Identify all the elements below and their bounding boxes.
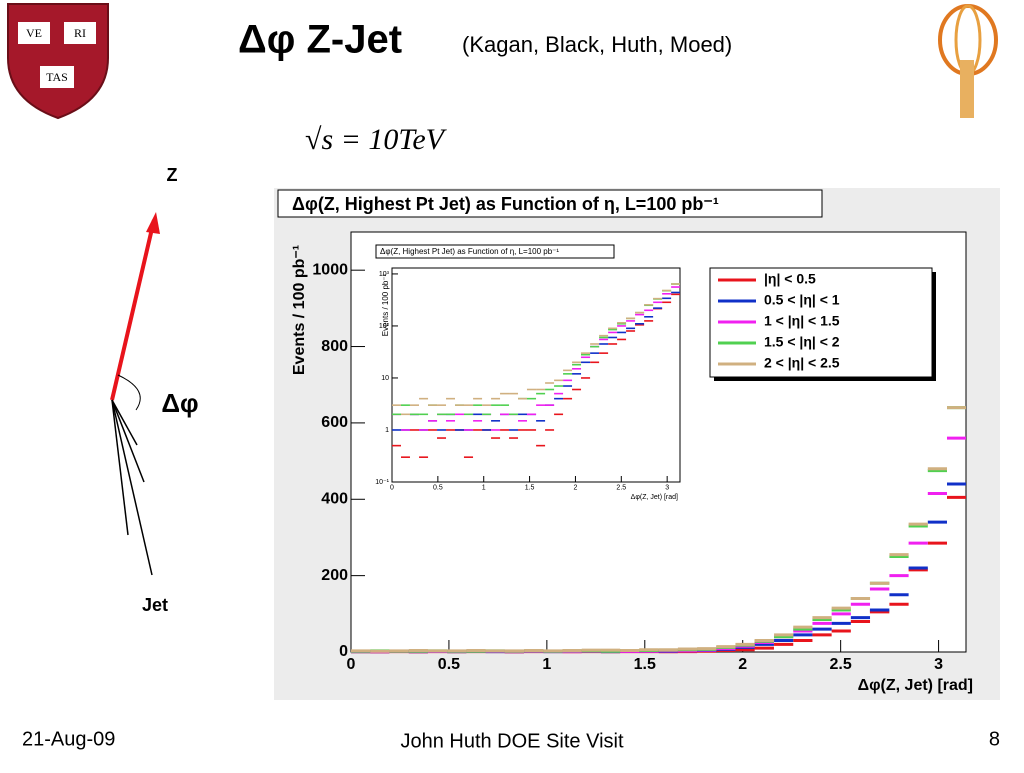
chart-title: Δφ(Z, Highest Pt Jet) as Function of η, … — [292, 194, 719, 214]
x-tick-label: 3 — [665, 484, 669, 491]
x-tick-label: 0 — [390, 484, 394, 491]
jet-arrows — [111, 399, 153, 576]
x-axis-label: Δφ(Z, Jet) [rad] — [858, 677, 973, 694]
z-label: Z — [167, 165, 178, 185]
footer-center: John Huth DOE Site Visit — [400, 730, 624, 752]
y-tick-label: 0 — [339, 643, 348, 660]
x-tick-label: 2.5 — [616, 484, 626, 491]
shield-text: TAS — [46, 70, 68, 84]
jet-label: Jet — [142, 595, 168, 615]
inset-title: Δφ(Z, Highest Pt Jet) as Function of η, … — [380, 247, 559, 256]
legend-label: 1.5 < |η| < 2 — [764, 334, 840, 350]
legend-label: 2 < |η| < 2.5 — [764, 355, 840, 371]
y-tick-label: 10 — [381, 375, 389, 382]
x-tick-label: 3 — [934, 656, 943, 673]
atlas-logo — [960, 60, 974, 118]
inset-plot-area — [391, 267, 681, 483]
y-tick-label: 10² — [379, 323, 390, 330]
shield-text: RI — [74, 26, 86, 40]
y-tick-label: 800 — [321, 338, 348, 355]
inset-title-box — [375, 244, 615, 259]
x-tick-label: 2 — [573, 484, 577, 491]
title: Δφ Z-Jet — [238, 18, 402, 62]
subtitle: (Kagan, Black, Huth, Moed) — [462, 32, 732, 57]
x-tick-label: 0.5 — [433, 484, 443, 491]
book — [18, 22, 50, 44]
book — [40, 66, 74, 88]
formula: √s = 10TeV — [305, 123, 448, 156]
shield-text: VE — [26, 26, 42, 40]
footer-page: 8 — [989, 728, 1000, 750]
x-tick-label: 2.5 — [830, 656, 852, 673]
x-tick-label: 0.5 — [438, 656, 460, 673]
angle-label: Δφ — [161, 388, 198, 418]
z-arrow — [110, 219, 156, 401]
legend-label: |η| < 0.5 — [764, 271, 816, 287]
x-tick-label: 1.5 — [525, 484, 535, 491]
x-tick-label: 2 — [738, 656, 747, 673]
inset-x-label: Δφ(Z, Jet) [rad] — [631, 494, 678, 501]
legend-label: 1 < |η| < 1.5 — [764, 313, 840, 329]
y-tick-label: 1 — [385, 427, 389, 434]
x-tick-label: 1.5 — [634, 656, 656, 673]
title-box — [277, 189, 823, 218]
shield — [7, 3, 109, 120]
inset-y-label: Events / 100 pb⁻¹ — [381, 273, 390, 336]
arrowhead — [146, 212, 160, 234]
y-tick-label: 600 — [321, 414, 348, 431]
y-tick-label: 10⁻¹ — [375, 479, 389, 486]
x-tick-label: 1 — [482, 484, 486, 491]
x-tick-label: 1 — [542, 656, 551, 673]
angle-arc — [117, 374, 141, 411]
y-tick-label: 1000 — [312, 261, 348, 278]
book — [64, 22, 96, 44]
legend-label: 0.5 < |η| < 1 — [764, 292, 840, 308]
footer-date: 21-Aug-09 — [22, 728, 115, 750]
y-tick-label: 10³ — [379, 271, 390, 278]
y-tick-label: 400 — [321, 490, 348, 507]
y-tick-label: 200 — [321, 567, 348, 584]
x-tick-label: 0 — [347, 656, 356, 673]
y-axis-label: Events / 100 pb⁻¹ — [291, 245, 308, 375]
